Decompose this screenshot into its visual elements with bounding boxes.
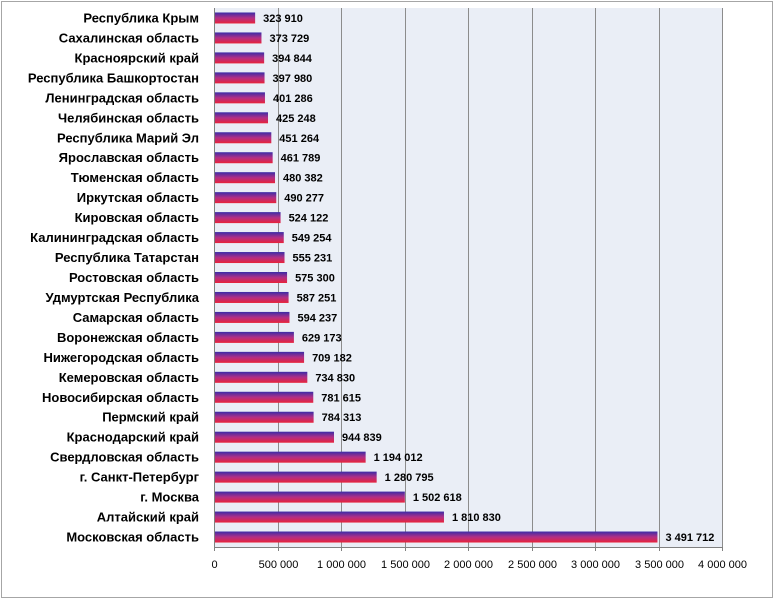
category-label: Воронежская область — [57, 330, 199, 345]
x-axis-tick-labels: 0 500 000 1 000 000 1 500 000 2 000 000 2 500… — [211, 547, 747, 571]
category-label: Красноярский край — [75, 50, 199, 65]
bar — [215, 32, 262, 44]
category-label: Московская область — [66, 530, 199, 545]
gridlines — [278, 8, 723, 547]
bar — [215, 491, 405, 503]
category-label: Ростовская область — [69, 270, 199, 285]
category-label: Удмуртская Республика — [45, 290, 199, 305]
bar — [215, 192, 277, 204]
value-label: 587 251 — [297, 292, 337, 304]
value-label: 594 237 — [297, 312, 337, 324]
value-label: 397 980 — [273, 73, 313, 85]
bar — [215, 152, 273, 164]
value-label: 1 502 618 — [413, 492, 462, 504]
value-label: 323 910 — [263, 13, 303, 25]
bar — [215, 411, 314, 423]
category-label: Республика Татарстан — [55, 250, 199, 265]
x-tick-label: 2 500 000 — [508, 559, 557, 571]
category-label: Челябинская область — [58, 110, 199, 125]
value-label: 373 729 — [269, 33, 309, 45]
bar — [215, 92, 265, 104]
category-label: Калининградская область — [30, 230, 199, 245]
bar — [215, 72, 265, 84]
bar — [215, 291, 289, 303]
value-label: 944 839 — [342, 432, 382, 444]
value-label: 734 830 — [315, 372, 355, 384]
category-label: Республика Марий Эл — [57, 130, 199, 145]
x-tick-label: 3 000 000 — [571, 559, 620, 571]
bar — [215, 471, 377, 483]
value-label: 425 248 — [276, 113, 316, 125]
value-label: 451 264 — [279, 133, 320, 145]
bar — [215, 212, 281, 224]
value-label: 1 280 795 — [385, 472, 434, 484]
value-label: 1 810 830 — [452, 512, 501, 524]
bar — [215, 272, 288, 283]
bar — [215, 232, 284, 244]
category-label: Иркутская область — [77, 190, 199, 205]
category-label: Республика Крым — [83, 10, 199, 25]
bar — [215, 431, 334, 443]
value-label: 575 300 — [295, 273, 335, 285]
category-label: Пермский край — [102, 410, 199, 425]
category-label: г. Санкт-Петербург — [80, 470, 200, 485]
value-label: 709 182 — [312, 352, 352, 364]
value-label: 490 277 — [284, 193, 324, 205]
x-tick-label: 2 000 000 — [444, 559, 493, 571]
bars — [215, 12, 658, 543]
value-label: 461 789 — [281, 153, 321, 165]
category-label: Сахалинская область — [59, 30, 199, 45]
bar — [215, 391, 314, 403]
category-label: Кировская область — [75, 210, 199, 225]
x-tick-label: 1 000 000 — [317, 559, 366, 571]
value-label: 401 286 — [273, 93, 313, 105]
bar — [215, 172, 276, 184]
bar — [215, 511, 444, 523]
category-label: Алтайский край — [97, 510, 199, 525]
bar — [215, 351, 305, 363]
value-label: 394 844 — [272, 53, 313, 65]
bar — [215, 531, 658, 543]
x-tick-label: 0 — [211, 559, 217, 571]
category-label: г. Москва — [140, 490, 199, 505]
bar — [215, 132, 272, 144]
category-label: Нижегородская область — [43, 350, 199, 365]
value-label: 784 313 — [322, 412, 362, 424]
bar — [215, 52, 265, 64]
bar — [215, 451, 366, 463]
value-label: 480 382 — [283, 173, 323, 185]
category-label: Самарская область — [73, 310, 199, 325]
x-tick-label: 4 000 000 — [698, 559, 747, 571]
value-label: 3 491 712 — [665, 532, 714, 544]
bar — [215, 12, 256, 24]
value-label: 629 173 — [302, 332, 342, 344]
category-label: Свердловская область — [50, 450, 199, 465]
bar — [215, 311, 290, 323]
x-tick-label: 1 500 000 — [381, 559, 430, 571]
value-label: 555 231 — [293, 253, 333, 265]
category-label: Новосибирская область — [42, 390, 199, 405]
x-tick-label: 3 500 000 — [635, 559, 684, 571]
category-label: Ярославская область — [59, 150, 199, 165]
bar — [215, 112, 269, 124]
value-label: 549 254 — [292, 233, 333, 245]
category-labels: Республика Крым Сахалинская область Красно… — [28, 10, 200, 544]
bar — [215, 252, 285, 264]
category-label: Кемеровская область — [59, 370, 199, 385]
value-label: 524 122 — [289, 213, 329, 225]
bar — [215, 331, 294, 343]
category-label: Республика Башкортостан — [28, 70, 199, 85]
value-label: 781 615 — [321, 392, 361, 404]
x-tick-label: 500 000 — [259, 559, 299, 571]
category-label: Краснодарский край — [67, 430, 199, 445]
value-label: 1 194 012 — [374, 452, 423, 464]
category-label: Тюменская область — [71, 170, 199, 185]
bar — [215, 371, 308, 383]
category-label: Ленинградская область — [45, 90, 199, 105]
value-labels: 323 910 373 729 394 844 397 980 401 286 425 2… — [263, 13, 714, 544]
